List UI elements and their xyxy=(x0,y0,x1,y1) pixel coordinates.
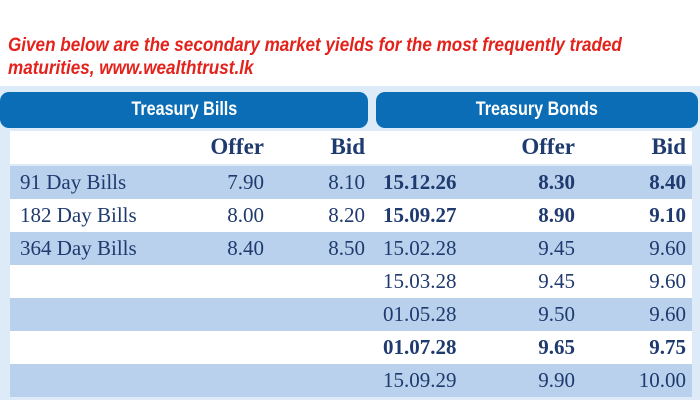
bond-maturity: 15.02.28 xyxy=(383,236,457,260)
bills-offer-header: Offer xyxy=(210,134,264,159)
bond-offer: 9.50 xyxy=(538,302,575,326)
bond-bid: 9.60 xyxy=(649,269,686,293)
column-header-row: Offer Bid Offer Bid xyxy=(10,131,692,164)
bond-offer: 9.65 xyxy=(538,335,575,359)
bill-bid: 8.50 xyxy=(328,236,365,260)
intro-text: Given below are the secondary market yie… xyxy=(8,35,622,79)
bonds-bid-header: Bid xyxy=(651,134,686,159)
bill-name: 364 Day Bills xyxy=(20,236,137,260)
bond-maturity: 15.03.28 xyxy=(383,269,457,293)
bond-offer: 9.45 xyxy=(538,269,575,293)
bills-bid-header: Bid xyxy=(330,134,365,159)
table-row: 15.09.29 9.90 10.00 xyxy=(10,364,692,397)
bond-maturity: 15.09.27 xyxy=(383,203,457,227)
bill-offer: 7.90 xyxy=(227,170,264,194)
bond-offer: 9.90 xyxy=(538,368,575,392)
bond-bid: 9.10 xyxy=(649,203,686,227)
table-row: 182 Day Bills 8.00 8.20 15.09.27 8.90 9.10 xyxy=(10,199,692,232)
bill-offer: 8.00 xyxy=(227,203,264,227)
bill-bid: 8.10 xyxy=(328,170,365,194)
bond-maturity: 15.12.26 xyxy=(383,170,457,194)
bond-bid: 9.60 xyxy=(649,302,686,326)
bond-bid: 9.60 xyxy=(649,236,686,260)
table-row: 364 Day Bills 8.40 8.50 15.02.28 9.45 9.60 xyxy=(10,232,692,265)
treasury-bills-header: Treasury Bills xyxy=(0,92,368,128)
bond-maturity: 01.05.28 xyxy=(383,302,457,326)
bonds-offer-header: Offer xyxy=(521,134,575,159)
table-row: 91 Day Bills 7.90 8.10 15.12.26 8.30 8.40 xyxy=(10,166,692,199)
bond-maturity: 01.07.28 xyxy=(383,335,457,359)
bond-maturity: 15.09.29 xyxy=(383,368,457,392)
table-row: 15.03.28 9.45 9.60 xyxy=(10,265,692,298)
bill-bid: 8.20 xyxy=(328,203,365,227)
table-row: 01.05.28 9.50 9.60 xyxy=(10,298,692,331)
bill-name: 182 Day Bills xyxy=(20,203,137,227)
bill-offer: 8.40 xyxy=(227,236,264,260)
bond-bid: 8.40 xyxy=(649,170,686,194)
table-row: 01.07.28 9.65 9.75 xyxy=(10,331,692,364)
bond-bid: 9.75 xyxy=(649,335,686,359)
bond-offer: 8.90 xyxy=(538,203,575,227)
treasury-bonds-header: Treasury Bonds xyxy=(376,92,698,128)
bond-bid: 10.00 xyxy=(638,368,686,392)
bond-offer: 8.30 xyxy=(538,170,575,194)
bond-offer: 9.45 xyxy=(538,236,575,260)
bill-name: 91 Day Bills xyxy=(20,170,127,194)
